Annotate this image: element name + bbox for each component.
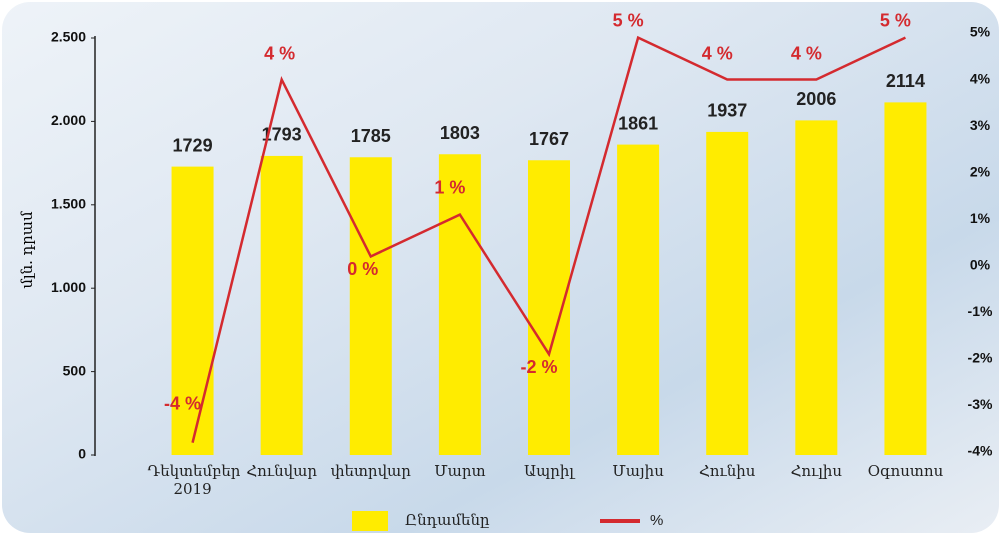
- bar-value-label: 1803: [440, 123, 480, 143]
- bar-value-label: 1937: [707, 101, 747, 121]
- line-value-label: -4 %: [164, 393, 201, 413]
- legend-swatch: [352, 511, 388, 531]
- legend-label: %: [650, 512, 663, 529]
- bar-value-label: 2006: [796, 89, 836, 109]
- bar-value-label: 1767: [529, 129, 569, 149]
- bar: [528, 160, 570, 455]
- y2-tick-label: -3%: [968, 396, 993, 412]
- bar: [884, 102, 927, 455]
- bar: [171, 166, 214, 456]
- y-tick-label: 1.000: [51, 279, 86, 295]
- bar: [438, 154, 481, 456]
- y-tick-label: 500: [63, 362, 87, 378]
- line: [191, 35, 906, 443]
- line-value-label: -2 %: [520, 357, 557, 377]
- line-value-label: 1 %: [434, 177, 465, 197]
- x-tick-label: Հունվար: [246, 462, 317, 480]
- bar: [706, 131, 749, 456]
- x-tick-label: Մայիս: [612, 462, 664, 480]
- y-tick-label: 2.500: [51, 29, 86, 45]
- legend-label: Ընդամենը: [405, 511, 490, 529]
- line-value-label: 0 %: [347, 259, 378, 279]
- bar-value-label: 1785: [351, 126, 391, 146]
- bar-value-label: 2114: [886, 71, 925, 91]
- line-value-label: 4 %: [264, 43, 295, 63]
- y-tick-label: 1.500: [51, 196, 86, 212]
- y2-tick-label: 5%: [970, 24, 991, 40]
- x-tick-label: Դեկտեմբեր 2019: [147, 462, 241, 498]
- x-tick-label: Մարտ: [434, 462, 486, 480]
- y-tick-label: 0: [78, 446, 86, 462]
- x-tick-label: փետրվար: [330, 462, 411, 480]
- x-tick-label: Ապրիլ: [523, 462, 574, 480]
- y2-tick-label: -2%: [968, 350, 993, 366]
- bar: [349, 157, 392, 455]
- bar-value-label: 1729: [173, 135, 213, 155]
- y2-tick-label: 0%: [970, 256, 991, 272]
- bar-value-label: 1793: [262, 125, 302, 145]
- line-value-label: 5 %: [880, 10, 911, 30]
- x-tick-label: Հունիս: [698, 462, 756, 480]
- y2-tick-label: 3%: [970, 117, 991, 133]
- line-value-label: 4 %: [791, 43, 822, 63]
- y2-tick-label: 2%: [970, 163, 991, 179]
- line-value-label: 4 %: [702, 43, 733, 63]
- x-tick-label: Օգոստոս: [867, 462, 944, 480]
- y2-tick-label: 1%: [970, 210, 991, 226]
- y-tick-label: 2.000: [51, 112, 86, 128]
- line-value-label: 5 %: [613, 10, 644, 30]
- bar-value-label: 1861: [618, 113, 658, 133]
- y2-tick-label: -1%: [968, 303, 993, 319]
- bar: [795, 120, 838, 455]
- bar: [617, 144, 660, 455]
- y-axis-label: մլն. դրամ: [18, 211, 36, 289]
- y2-tick-label: -4%: [968, 443, 993, 459]
- y2-tick-label: 4%: [970, 70, 991, 86]
- x-tick-label: Հուլիս: [790, 462, 843, 480]
- bar: [260, 155, 303, 455]
